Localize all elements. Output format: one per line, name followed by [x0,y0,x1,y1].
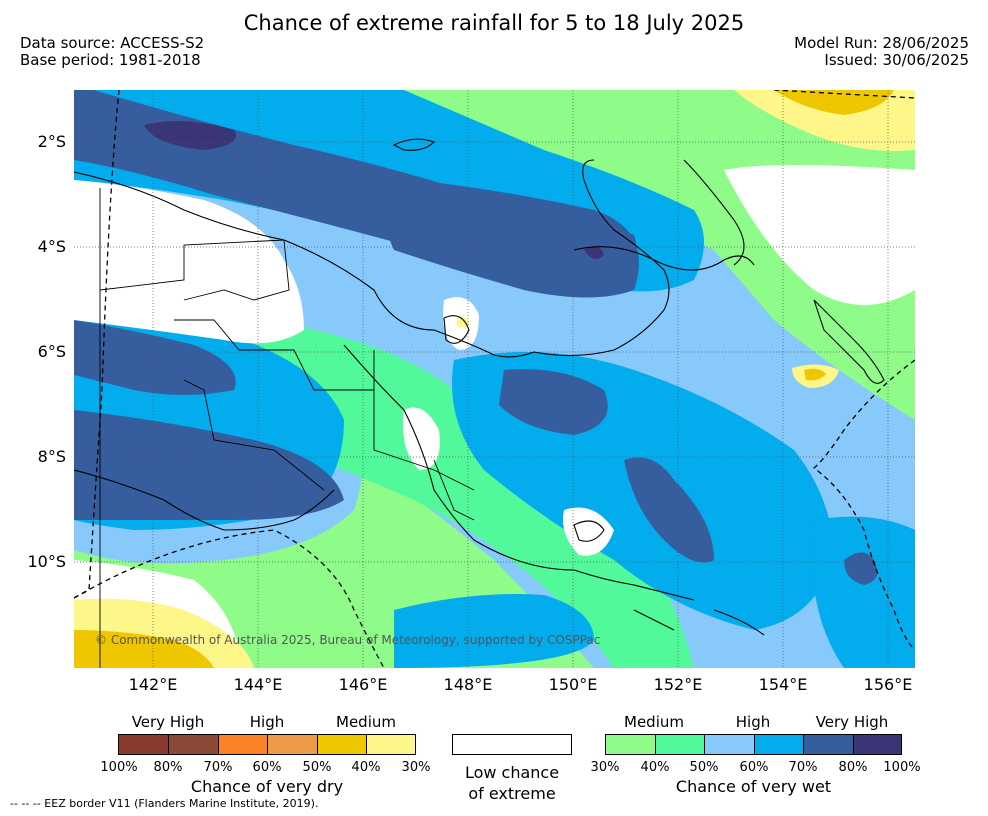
eez-borders [74,90,915,668]
data-info: Data source: ACCESS-S2 Base period: 1981… [20,35,204,69]
low-chance-east [724,165,915,305]
dry-swatch-2 [168,734,219,755]
wet-70-band2 [387,180,639,298]
dry-pct-80: 80% [153,760,183,775]
low-chance-lowlands [403,407,440,470]
low-chance-caption-2: of extreme [468,784,556,803]
admin-borders [99,188,475,668]
forecast-map [74,90,915,668]
lat-label-6s: 6°S [37,342,66,361]
wet-cat-high: High [735,713,771,731]
wet-70-far-east [844,552,878,585]
issued-date: Issued: 30/06/2025 [824,51,969,69]
wet-pct-80: 80% [838,760,868,775]
dry-swatch-3 [218,734,269,755]
dry-pct-70: 70% [203,760,233,775]
lon-label-154e: 154°E [758,675,808,694]
lat-label-10s: 10°S [27,552,66,571]
lon-label-142e: 142°E [128,675,178,694]
wet-80-north [144,121,236,150]
lon-label-156e: 156°E [863,675,913,694]
dry-caption: Chance of very dry [190,777,344,796]
wet-70-mid [624,457,714,563]
lon-label-146e: 146°E [338,675,388,694]
wet-pct-50: 50% [689,760,719,775]
eez-note: -- -- -- EEZ border V11 (Flanders Marine… [10,797,319,810]
low-chance-island [563,507,614,556]
dry-40-northeast [774,90,894,115]
copyright-text: © Commonwealth of Australia 2025, Bureau… [95,633,601,647]
dry-40-southwest [74,630,214,668]
wet-70-centre [499,369,608,435]
low-chance-west [74,180,304,344]
wet-60-east [812,516,915,668]
dry-swatch-4 [267,734,318,755]
wet-swatch-2 [655,734,705,755]
dry-swatch-6 [366,734,416,755]
dry-pct-100: 100% [100,760,138,775]
wet-70-west [74,320,236,395]
dry-swatch-5 [317,734,368,755]
dry-pct-30: 30% [401,760,431,775]
wet-swatch-5 [803,734,854,755]
wet-swatch-4 [754,734,804,755]
wet-70-southwest [74,410,344,520]
run-info: Model Run: 28/06/2025 Issued: 30/06/2025 [794,35,969,69]
wet-cat-very-high: Very High [815,713,889,731]
lon-label-150e: 150°E [548,675,598,694]
wet-swatch-1 [605,734,656,755]
wet-80-centre [584,246,604,259]
lon-label-144e: 144°E [233,675,283,694]
lon-label-148e: 148°E [443,675,493,694]
dry-pct-60: 60% [252,760,282,775]
data-source: Data source: ACCESS-S2 [20,34,205,52]
dry-swatch-1 [118,734,169,755]
wet-pct-40: 40% [640,760,670,775]
graticule [74,90,915,668]
base-period: Base period: 1981-2018 [20,51,201,69]
wet-cat-medium: Medium [624,713,684,731]
wet-swatch-6 [853,734,902,755]
dry-cat-medium: Medium [336,713,396,731]
dry-cat-high: High [249,713,285,731]
dry-pct-50: 50% [302,760,332,775]
lat-label-4s: 4°S [37,237,66,256]
map-canvas [74,90,915,668]
coastlines [74,138,885,636]
wet-swatch-3 [704,734,755,755]
lat-label-2s: 2°S [37,132,66,151]
lon-label-152e: 152°E [653,675,703,694]
dry-pct-40: 40% [351,760,381,775]
chart-title: Chance of extreme rainfall for 5 to 18 J… [243,11,745,35]
dry-cat-very-high: Very High [131,713,205,731]
wet-pct-100: 100% [883,760,921,775]
dry-40-east [804,368,826,381]
model-run: Model Run: 28/06/2025 [794,34,969,52]
wet-pct-70: 70% [788,760,818,775]
lat-label-8s: 8°S [37,447,66,466]
low-chance-caption-1: Low chance [464,763,560,782]
wet-pct-30: 30% [590,760,620,775]
wet-pct-60: 60% [739,760,769,775]
wet-caption: Chance of very wet [675,777,832,796]
low-chance-swatch [452,734,572,755]
wet-60-south [394,594,594,668]
